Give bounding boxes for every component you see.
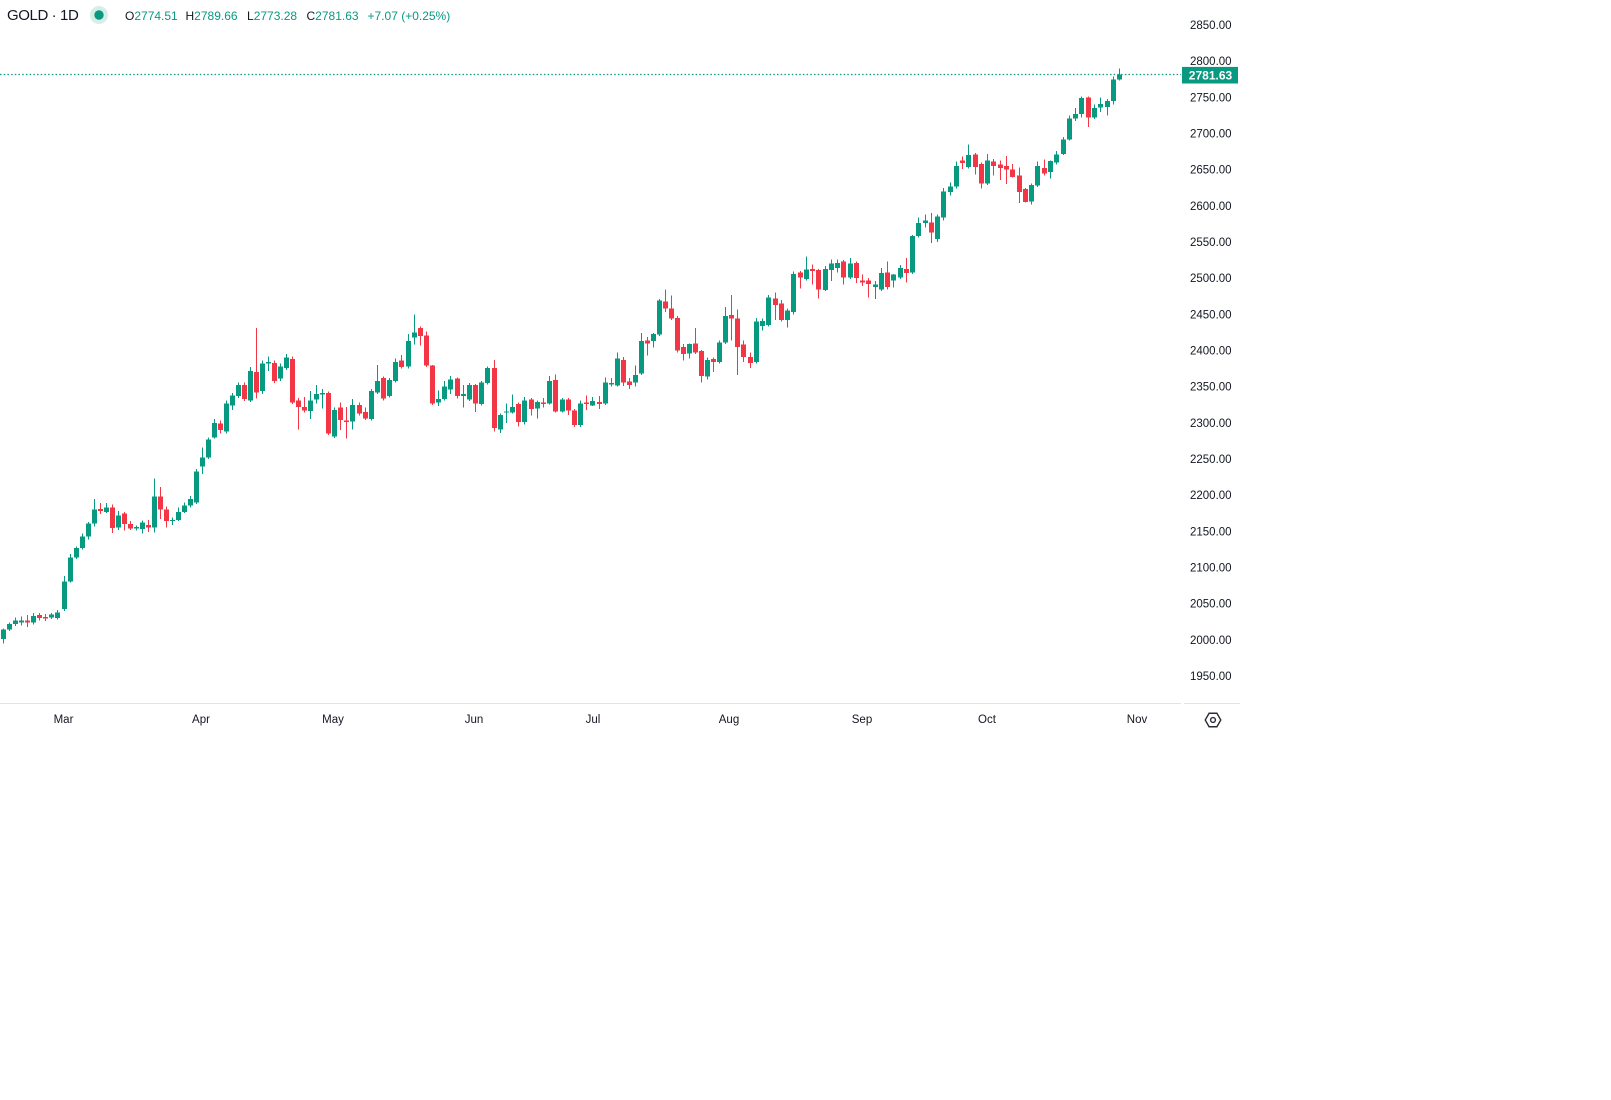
- svg-text:+7.07 (+0.25%): +7.07 (+0.25%): [368, 9, 451, 23]
- svg-text:2450.00: 2450.00: [1190, 309, 1232, 321]
- svg-text:Jul: Jul: [586, 714, 601, 726]
- svg-text:2100.00: 2100.00: [1190, 563, 1232, 575]
- svg-text:Jun: Jun: [465, 714, 484, 726]
- svg-text:Apr: Apr: [192, 714, 210, 726]
- svg-text:May: May: [322, 714, 344, 726]
- svg-text:L2773.28: L2773.28: [247, 9, 297, 23]
- svg-text:Nov: Nov: [1127, 714, 1148, 726]
- svg-text:2700.00: 2700.00: [1190, 129, 1232, 141]
- svg-text:1950.00: 1950.00: [1190, 671, 1232, 683]
- svg-text:C2781.63: C2781.63: [307, 9, 359, 23]
- svg-text:O2774.51: O2774.51: [125, 9, 178, 23]
- svg-text:2650.00: 2650.00: [1190, 165, 1232, 177]
- svg-text:2350.00: 2350.00: [1190, 382, 1232, 394]
- svg-text:2050.00: 2050.00: [1190, 599, 1232, 611]
- svg-text:2550.00: 2550.00: [1190, 237, 1232, 249]
- svg-text:2400.00: 2400.00: [1190, 346, 1232, 358]
- svg-text:2200.00: 2200.00: [1190, 490, 1232, 502]
- svg-text:H2789.66: H2789.66: [186, 9, 238, 23]
- svg-text:2300.00: 2300.00: [1190, 418, 1232, 430]
- svg-text:2500.00: 2500.00: [1190, 273, 1232, 285]
- svg-text:Aug: Aug: [719, 714, 739, 726]
- svg-text:Oct: Oct: [978, 714, 997, 726]
- svg-text:Mar: Mar: [54, 714, 74, 726]
- svg-text:GOLD · 1D: GOLD · 1D: [7, 7, 79, 24]
- svg-text:2750.00: 2750.00: [1190, 92, 1232, 104]
- svg-text:2600.00: 2600.00: [1190, 201, 1232, 213]
- svg-text:2250.00: 2250.00: [1190, 454, 1232, 466]
- svg-text:2150.00: 2150.00: [1190, 526, 1232, 538]
- svg-text:2850.00: 2850.00: [1190, 20, 1232, 32]
- svg-text:2800.00: 2800.00: [1190, 56, 1232, 68]
- svg-text:2000.00: 2000.00: [1190, 635, 1232, 647]
- svg-text:Sep: Sep: [852, 714, 872, 726]
- svg-text:2781.63: 2781.63: [1189, 69, 1233, 83]
